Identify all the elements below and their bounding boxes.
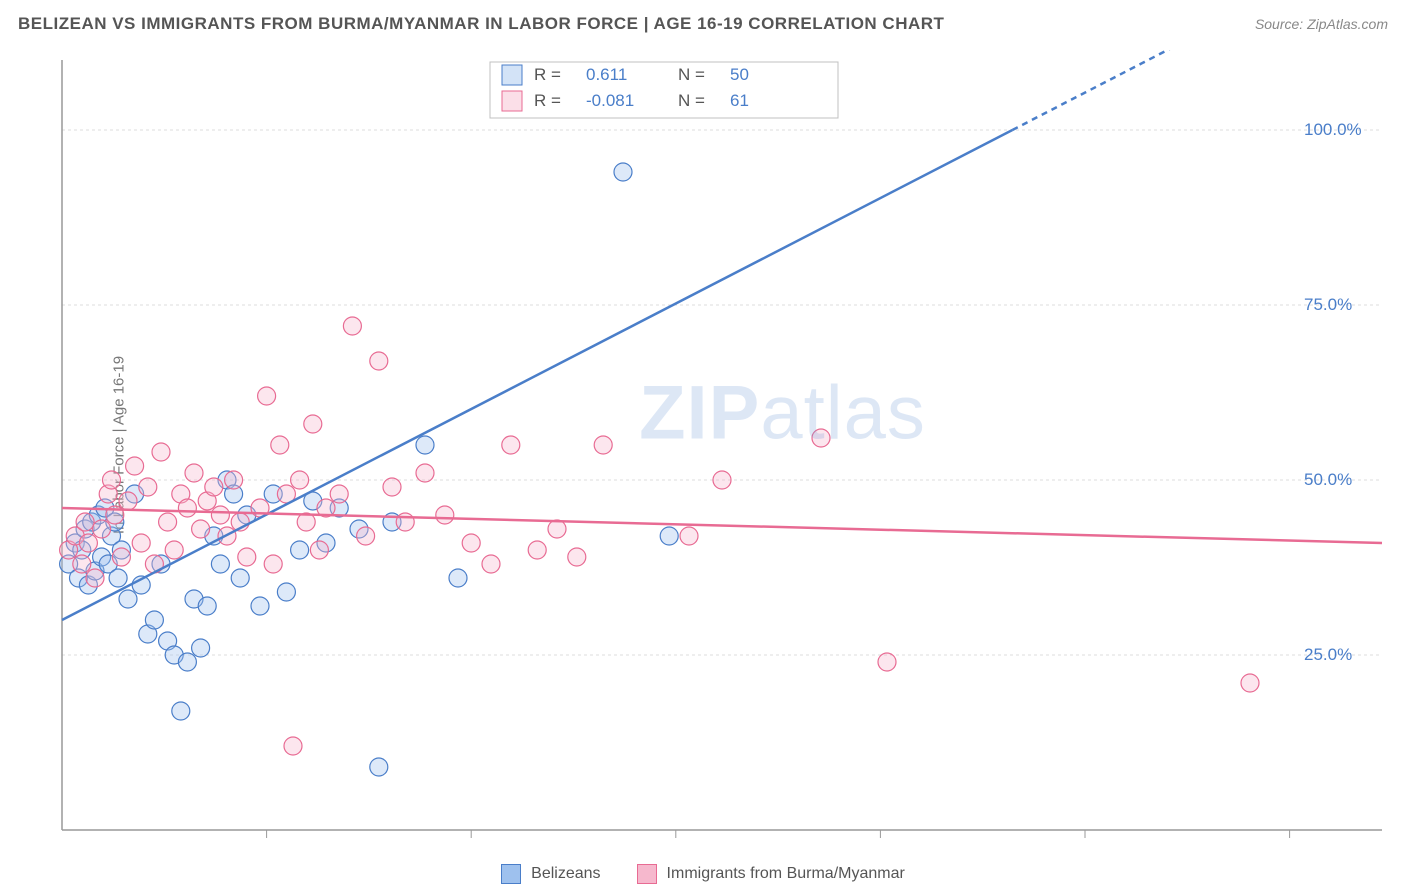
data-point — [277, 583, 295, 601]
legend-n-label: N = — [678, 65, 705, 84]
data-point — [383, 478, 401, 496]
data-point — [548, 520, 566, 538]
legend-label: Immigrants from Burma/Myanmar — [667, 865, 905, 883]
data-point — [251, 597, 269, 615]
data-point — [482, 555, 500, 573]
x-tick-label: 20.0% — [1358, 839, 1390, 840]
data-point — [271, 436, 289, 454]
data-point — [145, 611, 163, 629]
data-point — [416, 436, 434, 454]
data-point — [172, 702, 190, 720]
legend-swatch — [502, 65, 522, 85]
legend-n-value: 61 — [730, 91, 749, 110]
data-point — [119, 590, 137, 608]
data-point — [205, 478, 223, 496]
legend-r-label: R = — [534, 91, 561, 110]
trend-line — [62, 508, 1382, 543]
data-point — [713, 471, 731, 489]
y-tick-label: 75.0% — [1304, 295, 1352, 314]
data-point — [291, 541, 309, 559]
data-point — [93, 520, 111, 538]
data-point — [330, 485, 348, 503]
data-point — [139, 478, 157, 496]
data-point — [291, 471, 309, 489]
legend-r-value: -0.081 — [586, 91, 634, 110]
legend-n-value: 50 — [730, 65, 749, 84]
legend-n-label: N = — [678, 91, 705, 110]
data-point — [357, 527, 375, 545]
data-point — [73, 555, 91, 573]
chart-container: In Labor Force | Age 16-19 25.0%50.0%75.… — [40, 50, 1390, 840]
data-point — [225, 471, 243, 489]
data-point — [416, 464, 434, 482]
data-point — [198, 597, 216, 615]
data-point — [112, 548, 130, 566]
data-point — [660, 527, 678, 545]
data-point — [178, 653, 196, 671]
data-point — [528, 541, 546, 559]
data-point — [310, 541, 328, 559]
data-point — [1241, 674, 1259, 692]
data-point — [264, 555, 282, 573]
data-point — [178, 499, 196, 517]
data-point — [304, 415, 322, 433]
y-tick-label: 50.0% — [1304, 470, 1352, 489]
data-point — [238, 548, 256, 566]
data-point — [258, 387, 276, 405]
data-point — [126, 457, 144, 475]
data-point — [165, 541, 183, 559]
legend-label: Belizeans — [531, 865, 600, 883]
data-point — [86, 569, 104, 587]
data-point — [185, 464, 203, 482]
data-point — [152, 443, 170, 461]
source-label: Source: ZipAtlas.com — [1255, 16, 1388, 32]
data-point — [614, 163, 632, 181]
data-point — [109, 569, 127, 587]
data-point — [119, 492, 137, 510]
legend-swatch — [637, 864, 657, 884]
data-point — [211, 506, 229, 524]
data-point — [812, 429, 830, 447]
legend-swatch — [502, 91, 522, 111]
data-point — [568, 548, 586, 566]
scatter-chart: 25.0% 50.0% 75.0% 100.0% 0.0% 20.0% R = 0.611 N … — [40, 50, 1390, 840]
data-point — [76, 513, 94, 531]
data-point — [231, 569, 249, 587]
data-point — [680, 527, 698, 545]
data-point — [159, 513, 177, 531]
data-point — [132, 534, 150, 552]
legend-r-label: R = — [534, 65, 561, 84]
data-point — [79, 534, 97, 552]
legend-item: Belizeans — [501, 864, 600, 884]
legend-swatch — [501, 864, 521, 884]
legend-r-value: 0.611 — [586, 65, 627, 84]
data-point — [192, 639, 210, 657]
data-point — [878, 653, 896, 671]
data-point — [502, 436, 520, 454]
chart-title: BELIZEAN VS IMMIGRANTS FROM BURMA/MYANMA… — [18, 14, 944, 34]
data-point — [284, 737, 302, 755]
data-point — [103, 471, 121, 489]
data-point — [370, 352, 388, 370]
legend-bottom: Belizeans Immigrants from Burma/Myanmar — [0, 864, 1406, 884]
header: BELIZEAN VS IMMIGRANTS FROM BURMA/MYANMA… — [0, 0, 1406, 44]
data-point — [449, 569, 467, 587]
data-point — [211, 555, 229, 573]
data-point — [343, 317, 361, 335]
data-point — [462, 534, 480, 552]
x-tick-label: 0.0% — [43, 839, 82, 840]
data-point — [192, 520, 210, 538]
data-point — [370, 758, 388, 776]
trend-line-extrapolated — [1012, 50, 1184, 130]
y-tick-label: 100.0% — [1304, 120, 1362, 139]
data-point — [594, 436, 612, 454]
data-point — [436, 506, 454, 524]
legend-item: Immigrants from Burma/Myanmar — [637, 864, 905, 884]
y-tick-label: 25.0% — [1304, 645, 1352, 664]
